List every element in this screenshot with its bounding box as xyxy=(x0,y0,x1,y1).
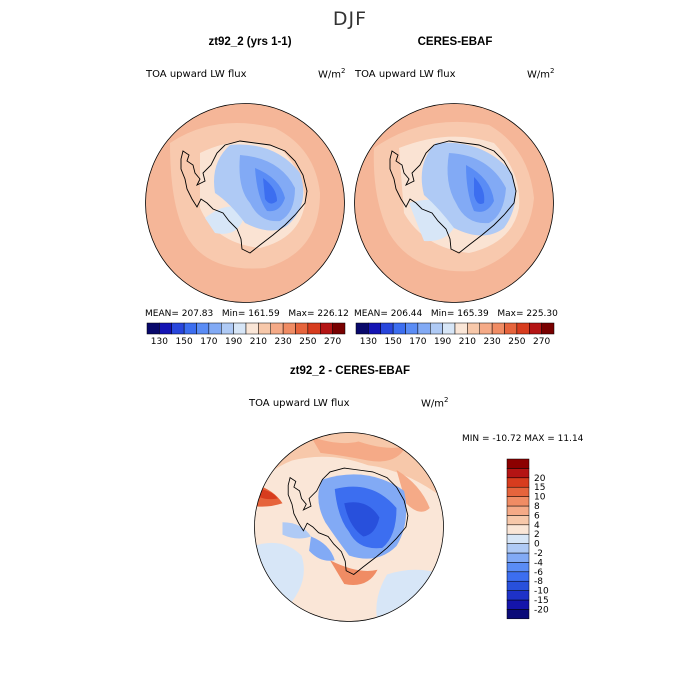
panel-2-variable-label: TOA upward LW flux xyxy=(355,69,456,80)
panel-3-colorbar-swatch xyxy=(506,580,530,591)
panel-1-colorbar-tick-label: 170 xyxy=(200,337,217,347)
panel-2-map xyxy=(354,103,554,303)
panel-1-colorbar-tick-label: 150 xyxy=(176,337,193,347)
panel-1-colorbar-tick-label: 210 xyxy=(250,337,267,347)
panel-3-colorbar-tick-label: 0 xyxy=(534,540,540,550)
panel-3-colorbar-swatch xyxy=(506,496,530,507)
panel-3-colorbar-swatch xyxy=(506,524,530,535)
panel-3-colorbar-tick-label: -4 xyxy=(534,558,543,568)
panel-1-map xyxy=(145,103,345,303)
panel-3-units: W/m2 xyxy=(421,396,449,410)
panel-2-colorbar-swatch xyxy=(355,322,369,335)
panel-1-colorbar-swatch xyxy=(183,322,197,335)
panel-3-colorbar-swatch xyxy=(506,571,530,582)
panel-2-colorbar-swatch xyxy=(417,322,431,335)
panel-1-colorbar-tick-label: 190 xyxy=(225,337,242,347)
panel-3-colorbar-swatch xyxy=(506,599,530,610)
panel-3-colorbar-tick-label: 20 xyxy=(534,474,546,484)
panel-1-units: W/m2 xyxy=(318,67,346,81)
panel-1-colorbar: 130 150 170 190 210 230 250 270 xyxy=(146,322,346,347)
panel-2-colorbar-tick-label: 210 xyxy=(459,337,476,347)
panel-3-colorbar-swatch xyxy=(506,552,530,563)
panel-1-variable-label: TOA upward LW flux xyxy=(146,69,247,80)
panel-3-variable-label: TOA upward LW flux xyxy=(249,398,350,409)
panel-1-colorbar-swatch xyxy=(208,322,222,335)
panel-3-colorbar-swatch xyxy=(506,477,530,488)
panel-1-colorbar-swatch xyxy=(332,322,346,335)
panel-1-colorbar-swatch xyxy=(159,322,172,335)
panel-3-map xyxy=(254,432,444,622)
panel-3-colorbar-tick-label: 8 xyxy=(534,502,540,512)
panel-2-colorbar-swatch xyxy=(541,322,555,335)
panel-2-colorbar-swatch xyxy=(504,322,518,335)
panel-1-colorbar-swatch xyxy=(307,322,321,335)
figure-title: DJF xyxy=(332,8,368,30)
panel-1-colorbar-swatch xyxy=(295,322,309,335)
panel-3-colorbar-tick-label: 2 xyxy=(534,530,540,540)
panel-1-colorbar-swatch xyxy=(258,322,271,335)
panel-3-colorbar-swatch xyxy=(506,609,530,620)
panel-3-colorbar-swatch xyxy=(506,533,530,544)
panel-2-colorbar-swatch xyxy=(442,322,456,335)
panel-1-colorbar-swatch xyxy=(270,322,284,335)
panel-2-colorbar: 130 150 170 190 210 230 250 270 xyxy=(355,322,555,347)
panel-1-colorbar-swatch xyxy=(146,322,160,335)
panel-2-colorbar-swatch xyxy=(392,322,406,335)
panel-2-colorbar-tick-label: 230 xyxy=(484,337,501,347)
panel-3-colorbar-swatch xyxy=(506,562,530,573)
panel-3-stats: MIN = -10.72 MAX = 11.14 xyxy=(462,434,584,444)
panel-1-colorbar-swatch xyxy=(282,322,296,335)
panel-3-colorbar-tick-label: 4 xyxy=(534,521,540,531)
panel-3-colorbar-tick-label: 10 xyxy=(534,493,546,503)
panel-2-colorbar-tick-label: 270 xyxy=(533,337,550,347)
panel-1-colorbar-swatch xyxy=(196,322,210,335)
panel-2-colorbar-swatch xyxy=(405,322,419,335)
panel-1-colorbar-swatch xyxy=(233,322,247,335)
panel-2-colorbar-tick-label: 250 xyxy=(508,337,525,347)
panel-1-colorbar-swatch xyxy=(320,322,333,335)
panel-3-colorbar-tick-label: -8 xyxy=(534,577,543,587)
panel-1-colorbar-tick-label: 230 xyxy=(275,337,292,347)
panel-2-colorbar-tick-label: 130 xyxy=(360,337,377,347)
panel-2-colorbar-tick-label: 170 xyxy=(409,337,426,347)
panel-3-colorbar-swatch xyxy=(506,458,530,469)
panel-1-colorbar-tick-label: 130 xyxy=(151,337,168,347)
panel-3-colorbar-swatch xyxy=(506,486,530,497)
panel-2-colorbar-swatch xyxy=(467,322,480,335)
panel-1-stats: MEAN= 207.83 Min= 161.59 Max= 226.12 xyxy=(145,309,349,319)
panel-1-colorbar-swatch xyxy=(171,322,185,335)
panel-3-colorbar-tick-label: -2 xyxy=(534,549,543,559)
panel-1-colorbar-swatch xyxy=(221,322,234,335)
panel-2-colorbar-swatch xyxy=(380,322,394,335)
panel-3-colorbar-tick-label: -10 xyxy=(534,587,549,597)
panel-3-colorbar-swatch xyxy=(506,515,530,526)
panel-3-colorbar-swatch xyxy=(506,505,530,516)
panel-3-colorbar-tick-label: -6 xyxy=(534,568,543,578)
panel-2-colorbar-swatch xyxy=(368,322,381,335)
panel-3-colorbar-tick-label: -15 xyxy=(534,596,549,606)
panel-2-stats: MEAN= 206.44 Min= 165.39 Max= 225.30 xyxy=(354,309,558,319)
panel-3-colorbar-swatch xyxy=(506,590,530,601)
panel-3-title: zt92_2 - CERES-EBAF xyxy=(289,365,411,377)
panel-3-colorbar-swatch xyxy=(506,468,530,479)
panel-3-colorbar-swatch xyxy=(506,543,530,554)
panel-2-colorbar-swatch xyxy=(430,322,443,335)
panel-2-colorbar-tick-label: 150 xyxy=(385,337,402,347)
panel-3-colorbar-tick-label: -20 xyxy=(534,605,549,615)
panel-1-colorbar-tick-label: 250 xyxy=(299,337,316,347)
panel-3-colorbar-tick-label: 6 xyxy=(534,511,540,521)
panel-2-colorbar-swatch xyxy=(454,322,468,335)
panel-1-colorbar-tick-label: 270 xyxy=(324,337,341,347)
panel-2-colorbar-swatch xyxy=(529,322,542,335)
panel-2-colorbar-swatch xyxy=(516,322,530,335)
panel-1-colorbar-swatch xyxy=(245,322,259,335)
panel-2-colorbar-tick-label: 190 xyxy=(434,337,451,347)
panel-3-colorbar-tick-label: 15 xyxy=(534,483,545,493)
panel-2-colorbar-swatch xyxy=(479,322,493,335)
panel-2-colorbar-swatch xyxy=(491,322,505,335)
panel-2-units: W/m2 xyxy=(527,67,555,81)
panel-2-title: CERES-EBAF xyxy=(417,36,493,48)
panel-1-title: zt92_2 (yrs 1-1) xyxy=(208,36,292,48)
